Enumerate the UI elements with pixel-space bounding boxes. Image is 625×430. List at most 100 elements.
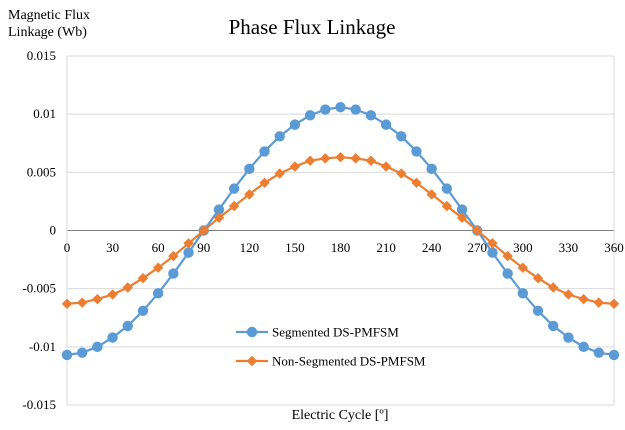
data-point	[578, 293, 589, 305]
data-point	[563, 332, 574, 343]
x-tick-label: 210	[376, 240, 396, 255]
data-point	[441, 200, 453, 212]
data-point	[92, 293, 103, 305]
data-point	[426, 189, 437, 200]
data-point	[320, 104, 331, 115]
x-tick-label: 300	[513, 240, 533, 255]
data-point	[259, 146, 270, 157]
data-point	[61, 349, 73, 361]
series-layer	[61, 101, 620, 361]
y-tick-label: 0.01	[33, 106, 56, 121]
data-point	[61, 298, 73, 309]
data-point	[76, 347, 88, 358]
data-point	[532, 272, 544, 284]
legend-item: Segmented DS-PMFSM	[236, 325, 399, 340]
data-point	[335, 101, 346, 113]
data-point	[244, 163, 255, 175]
data-point	[593, 297, 605, 308]
x-tick-label: 60	[152, 240, 165, 255]
data-point	[137, 272, 149, 284]
data-point	[304, 110, 316, 121]
data-point	[183, 238, 194, 249]
y-tick-label: 0.015	[27, 48, 56, 63]
data-point	[335, 152, 346, 163]
legend-label: Non-Segmented DS-PMFSM	[272, 354, 426, 369]
data-point	[563, 289, 574, 300]
chart-title: Phase Flux Linkage	[229, 15, 396, 39]
data-point	[396, 131, 407, 142]
data-point	[198, 225, 209, 236]
data-point	[532, 305, 544, 316]
x-tick-label: 150	[285, 240, 305, 255]
data-point	[289, 161, 301, 172]
legend-item: Non-Segmented DS-PMFSM	[236, 354, 426, 369]
x-tick-label: 270	[468, 240, 488, 255]
data-point	[213, 204, 225, 215]
x-tick-labels: 0 30 60 90 120 150 180 210 240 270 300 330 360	[64, 240, 624, 255]
data-point	[107, 332, 118, 343]
data-point	[320, 153, 331, 164]
data-point	[274, 131, 285, 142]
data-point	[152, 262, 164, 273]
data-point	[122, 282, 133, 293]
data-point	[441, 183, 453, 194]
data-point	[365, 110, 377, 121]
y-axis-label-line-2: Linkage (Wb)	[8, 25, 87, 40]
legend-marker	[246, 326, 258, 338]
y-tick-label: -0.015	[22, 397, 56, 412]
data-point	[168, 268, 179, 279]
x-tick-label: 0	[64, 240, 71, 255]
data-point	[426, 163, 437, 175]
series-1	[61, 101, 620, 361]
y-tick-label: 0.005	[27, 164, 56, 179]
data-point	[608, 298, 620, 309]
data-point	[350, 104, 361, 115]
data-point	[213, 212, 225, 223]
data-point	[608, 349, 620, 361]
data-point	[578, 341, 589, 353]
y-tick-label: -0.005	[22, 281, 56, 296]
data-point	[350, 153, 361, 164]
x-tick-label: 30	[106, 240, 119, 255]
data-point	[228, 200, 240, 212]
x-tick-label: 90	[197, 240, 210, 255]
data-point	[456, 204, 468, 215]
data-point	[411, 146, 422, 157]
data-point	[487, 247, 498, 258]
data-point	[502, 268, 513, 279]
data-point	[517, 262, 529, 273]
data-point	[380, 161, 392, 172]
data-point	[517, 288, 529, 299]
data-point	[259, 177, 270, 189]
x-tick-label: 330	[559, 240, 579, 255]
data-point	[411, 177, 422, 189]
y-tick-label: 0	[50, 223, 57, 238]
data-point	[228, 183, 240, 194]
data-point	[304, 155, 316, 166]
data-point	[380, 119, 392, 130]
data-point	[92, 341, 103, 353]
legend: Segmented DS-PMFSM Non-Segmented DS-PMFSM	[236, 325, 426, 369]
data-point	[168, 250, 179, 262]
data-point	[244, 189, 255, 200]
data-point	[487, 238, 498, 249]
data-point	[396, 168, 407, 179]
legend-marker	[246, 355, 258, 367]
y-tick-label: -0.01	[29, 339, 56, 354]
data-point	[365, 155, 377, 166]
data-point	[183, 247, 194, 258]
x-tick-label: 240	[422, 240, 442, 255]
data-point	[456, 212, 468, 223]
data-point	[122, 320, 133, 332]
data-point	[472, 225, 483, 236]
data-point	[274, 168, 285, 179]
data-point	[137, 305, 149, 316]
data-point	[548, 282, 559, 293]
data-point	[289, 119, 301, 130]
series-line	[66, 106, 615, 357]
series-2	[61, 152, 620, 309]
x-tick-label: 180	[331, 240, 351, 255]
x-tick-label: 120	[240, 240, 260, 255]
y-axis-label-line-1: Magnetic Flux	[8, 8, 90, 23]
